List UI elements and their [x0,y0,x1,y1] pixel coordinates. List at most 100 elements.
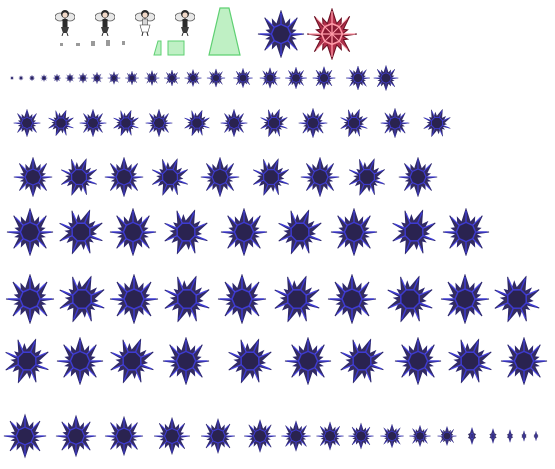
spiked-star-icon [280,420,312,452]
spiked-star-icon [79,109,107,137]
spiked-star-icon [44,106,79,141]
spiked-star-icon [107,71,121,85]
spiked-star-icon [312,66,336,90]
spiked-star-icon [440,331,500,391]
star-rotation-row-5 [0,331,548,391]
spiked-star-icon [217,274,267,324]
spiked-star-icon [3,414,47,458]
spiked-star-icon [255,104,292,141]
spiked-star-icon [532,430,540,442]
spiked-star-icon [300,157,340,197]
winged-fairy-icon [175,9,195,36]
spiked-star-icon [440,274,490,324]
spiked-star-icon [243,419,277,453]
spiked-star-icon [200,157,240,197]
spiked-star-icon [506,428,514,444]
spiked-star-icon [330,208,378,256]
spiked-star-icon [437,425,457,447]
spiked-star-icon [442,208,490,256]
green-light-pillar-icon [167,40,185,56]
spiked-star-icon [163,69,181,87]
spiked-star-icon [270,202,330,262]
spiked-star-icon [180,106,215,141]
spiked-star-icon [315,421,345,451]
star-rotation-row-3 [6,202,490,262]
spiked-star-icon [409,424,431,448]
sparkle-icon [60,43,63,46]
spiked-star-icon [345,65,371,91]
spiked-star-icon [0,331,57,391]
spiked-star-icon [145,152,195,202]
spiked-star-icon [51,202,111,262]
spiked-star-icon [40,74,48,82]
spiked-star-icon [104,416,144,456]
spiked-star-icon [104,157,144,197]
sparkle-icon [91,41,95,46]
spiked-star-icon [55,415,97,457]
green-light-pillar-icon [153,40,162,56]
spiked-star-icon [109,274,159,324]
spiked-star-icon [220,331,280,391]
spiked-star-icon [156,202,216,262]
spiked-star-icon [153,417,191,455]
winged-fairy-icon [95,9,115,36]
spiked-star-icon [379,268,441,330]
spiked-star-icon [233,68,253,88]
spiked-star-icon [52,73,62,83]
spiked-star-icon [520,429,528,443]
small-particles [60,40,125,46]
sparkle-icon [106,40,110,46]
spiked-star-icon [145,109,173,137]
winged-fairy-icon [135,9,155,36]
spiked-star-icon [486,268,548,330]
spiked-star-icon [13,109,41,137]
spiked-star-icon [206,68,226,88]
spiked-star-icon [259,67,281,89]
sparkle-icon [122,41,125,45]
star-rotation-row-1 [13,104,456,141]
spiked-star-icon [347,422,375,450]
spiked-star-icon [109,106,144,141]
spiked-star-icon [394,337,442,385]
spiked-star-icon [102,331,162,391]
spiked-star-icon [246,152,296,202]
star-growth-row [10,65,399,91]
spiked-star-icon [91,72,103,84]
spiked-star-icon [379,423,405,449]
green-pillars [153,7,241,56]
spiked-star-icon [51,268,113,330]
spiked-star-icon [418,104,455,141]
large-stars [257,8,358,60]
spiked-star-icon [373,65,399,91]
spiked-star-icon [284,66,308,90]
character-frames [55,9,195,36]
spiked-star-icon [18,75,24,81]
spiked-star-icon [184,69,202,87]
spiked-star-icon [109,208,157,256]
spiked-star-icon [342,152,392,202]
spiked-star-icon [6,208,54,256]
spiked-star-icon [28,74,36,82]
spiked-star-icon [54,152,104,202]
spiked-star-icon [257,10,305,58]
spiked-star-icon [380,108,410,138]
spiked-star-icon [332,331,392,391]
winged-fairy-icon [55,9,75,36]
spiked-star-icon [335,104,372,141]
spiked-star-icon [306,8,358,60]
spiked-star-icon [220,208,268,256]
spiked-star-icon [200,418,236,454]
spiked-star-icon [65,73,75,83]
spiked-star-icon [124,70,140,86]
spiked-star-icon [144,70,160,86]
spiked-star-icon [56,337,104,385]
spiked-star-icon [398,157,438,197]
star-flip-row [3,414,540,458]
spiked-star-icon [488,427,498,445]
spiked-star-icon [77,72,89,84]
spiked-star-icon [284,337,332,385]
spiked-star-icon [384,202,444,262]
spiked-star-icon [13,157,53,197]
spiked-star-icon [298,108,328,138]
spiked-star-icon [220,109,248,137]
